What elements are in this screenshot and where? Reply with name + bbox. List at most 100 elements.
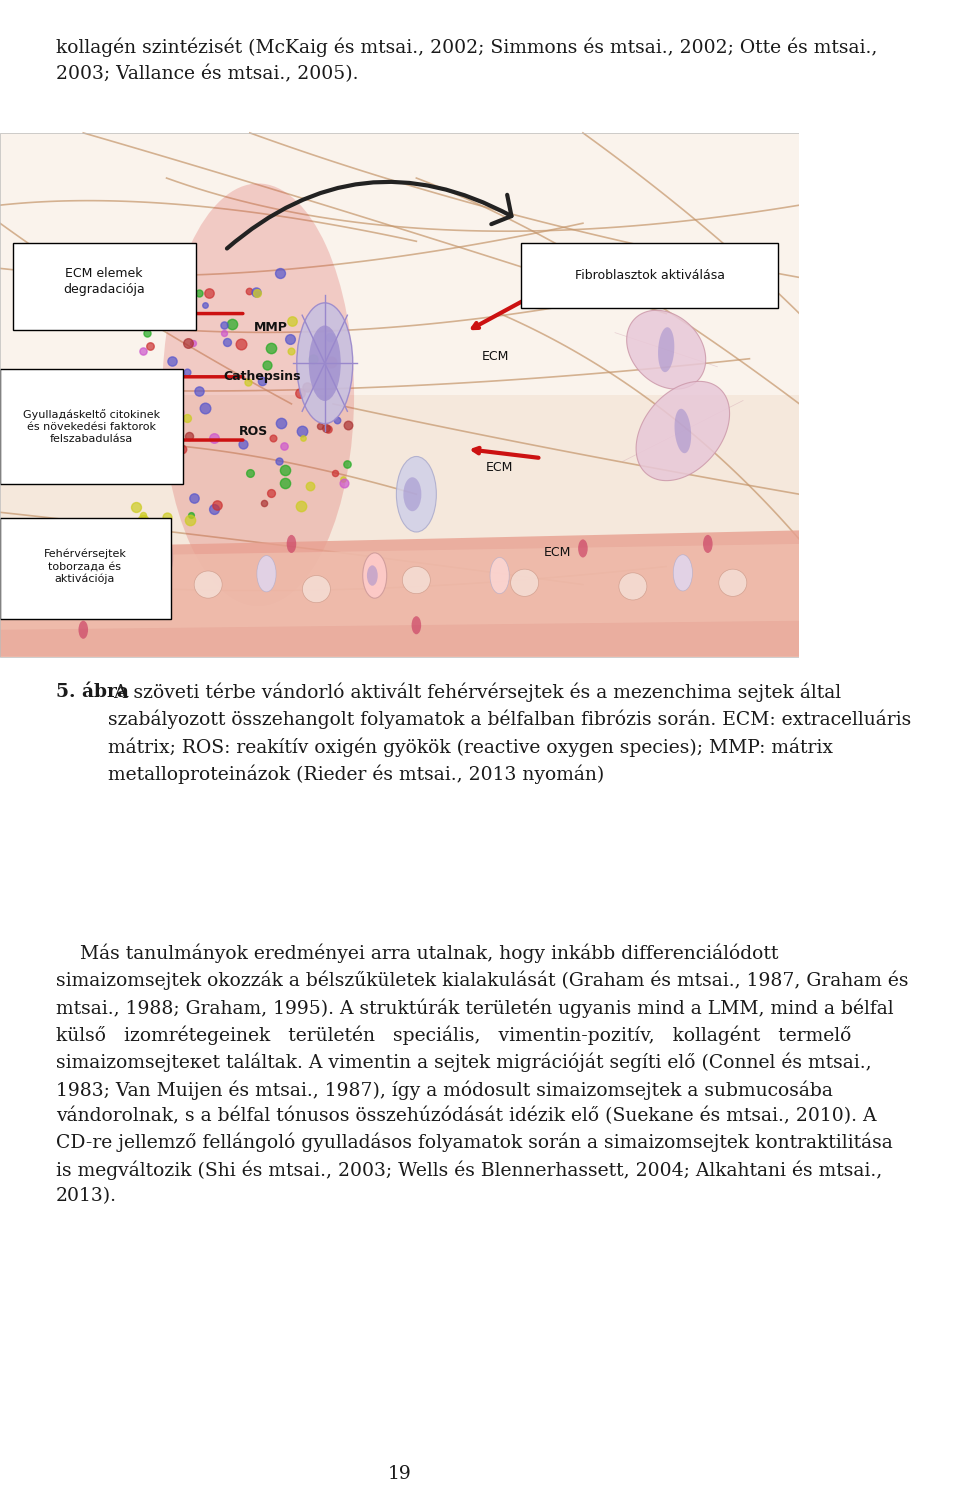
Point (174, 436, 189, 461)
Point (254, 368, 270, 393)
Polygon shape (0, 544, 800, 630)
Point (198, 293, 213, 317)
Text: kollagén szintézisét (McKaig és mtsai., 2002; Simmons és mtsai., 2002; Otte és m: kollagén szintézisét (McKaig és mtsai., … (56, 38, 877, 83)
Circle shape (490, 557, 509, 593)
Point (148, 424, 163, 448)
Polygon shape (0, 530, 800, 657)
Point (263, 335, 278, 359)
FancyBboxPatch shape (0, 518, 171, 619)
Point (277, 458, 293, 482)
Point (135, 503, 151, 527)
Point (132, 266, 148, 290)
Text: 5. ábra: 5. ábra (56, 683, 129, 701)
Text: Fehérvérsejtek
toborzaда és
aktivációja: Fehérvérsejtek toborzaда és aktivációja (43, 548, 127, 584)
Point (129, 307, 144, 331)
Text: A szöveti térbe vándorló aktivált fehérvérsejtek és a mezenchima sejtek által
sz: A szöveti térbe vándorló aktivált fehérv… (108, 683, 911, 784)
Point (135, 411, 151, 435)
Circle shape (703, 535, 712, 553)
Point (216, 313, 231, 337)
Point (180, 331, 196, 355)
Ellipse shape (162, 183, 354, 607)
Bar (0, 133, 800, 657)
Point (209, 494, 225, 518)
FancyBboxPatch shape (0, 370, 183, 483)
Point (206, 497, 222, 521)
Point (205, 426, 221, 450)
Point (339, 451, 354, 476)
Ellipse shape (719, 569, 747, 596)
Point (324, 350, 339, 374)
Circle shape (79, 621, 88, 639)
Point (274, 411, 289, 435)
Circle shape (257, 556, 276, 592)
Point (164, 349, 180, 373)
Circle shape (363, 553, 387, 598)
Point (139, 320, 155, 344)
Point (282, 328, 298, 352)
Point (322, 325, 337, 349)
Point (197, 396, 212, 420)
Point (127, 415, 142, 439)
Point (305, 347, 321, 371)
Point (283, 338, 299, 362)
Text: 19: 19 (388, 1465, 412, 1483)
FancyBboxPatch shape (12, 243, 196, 331)
Polygon shape (675, 409, 691, 453)
Text: ECM: ECM (544, 547, 571, 560)
Point (293, 381, 308, 405)
FancyArrowPatch shape (227, 181, 512, 249)
Point (192, 379, 207, 403)
Bar (0, 133, 800, 394)
Text: Fibroblasztok aktiválása: Fibroblasztok aktiválása (574, 269, 725, 282)
Point (329, 408, 345, 432)
Polygon shape (636, 382, 730, 480)
Circle shape (412, 616, 421, 634)
Point (296, 426, 311, 450)
Point (179, 299, 194, 323)
Point (241, 370, 256, 394)
Point (185, 331, 201, 355)
Point (341, 412, 356, 436)
Ellipse shape (309, 326, 341, 402)
Point (225, 311, 240, 335)
Point (183, 503, 199, 527)
Point (319, 415, 334, 439)
Point (265, 426, 280, 450)
Polygon shape (627, 310, 706, 390)
Point (129, 495, 144, 519)
Circle shape (115, 557, 134, 593)
Point (180, 406, 195, 430)
Ellipse shape (402, 566, 430, 593)
Point (242, 279, 257, 304)
Polygon shape (658, 328, 674, 371)
Text: ECM: ECM (482, 350, 509, 364)
Point (182, 509, 198, 533)
Point (259, 353, 275, 378)
Text: ECM: ECM (486, 461, 514, 474)
Circle shape (403, 477, 421, 512)
Text: Cathepsins: Cathepsins (224, 370, 301, 384)
Point (271, 448, 286, 473)
Bar (0, 133, 800, 657)
Text: Gyullaдáskeltő citokinek
és növekedési faktorok
felszabadulása: Gyullaдáskeltő citokinek és növekedési f… (23, 409, 160, 444)
Ellipse shape (619, 572, 647, 599)
Point (264, 480, 279, 504)
Point (336, 467, 351, 491)
Point (249, 281, 264, 305)
Point (180, 359, 195, 384)
Ellipse shape (511, 569, 539, 596)
Circle shape (144, 530, 173, 584)
Point (256, 491, 272, 515)
Text: ECM elemek
degradaciója: ECM elemek degradaciója (63, 267, 145, 296)
Point (336, 471, 351, 495)
Point (273, 261, 288, 285)
Circle shape (578, 539, 588, 557)
Point (249, 279, 264, 304)
Point (191, 281, 206, 305)
Ellipse shape (69, 580, 97, 607)
Circle shape (673, 554, 692, 590)
Point (295, 418, 310, 442)
Point (242, 461, 257, 485)
Text: MMP: MMP (253, 320, 288, 334)
Point (181, 424, 197, 448)
